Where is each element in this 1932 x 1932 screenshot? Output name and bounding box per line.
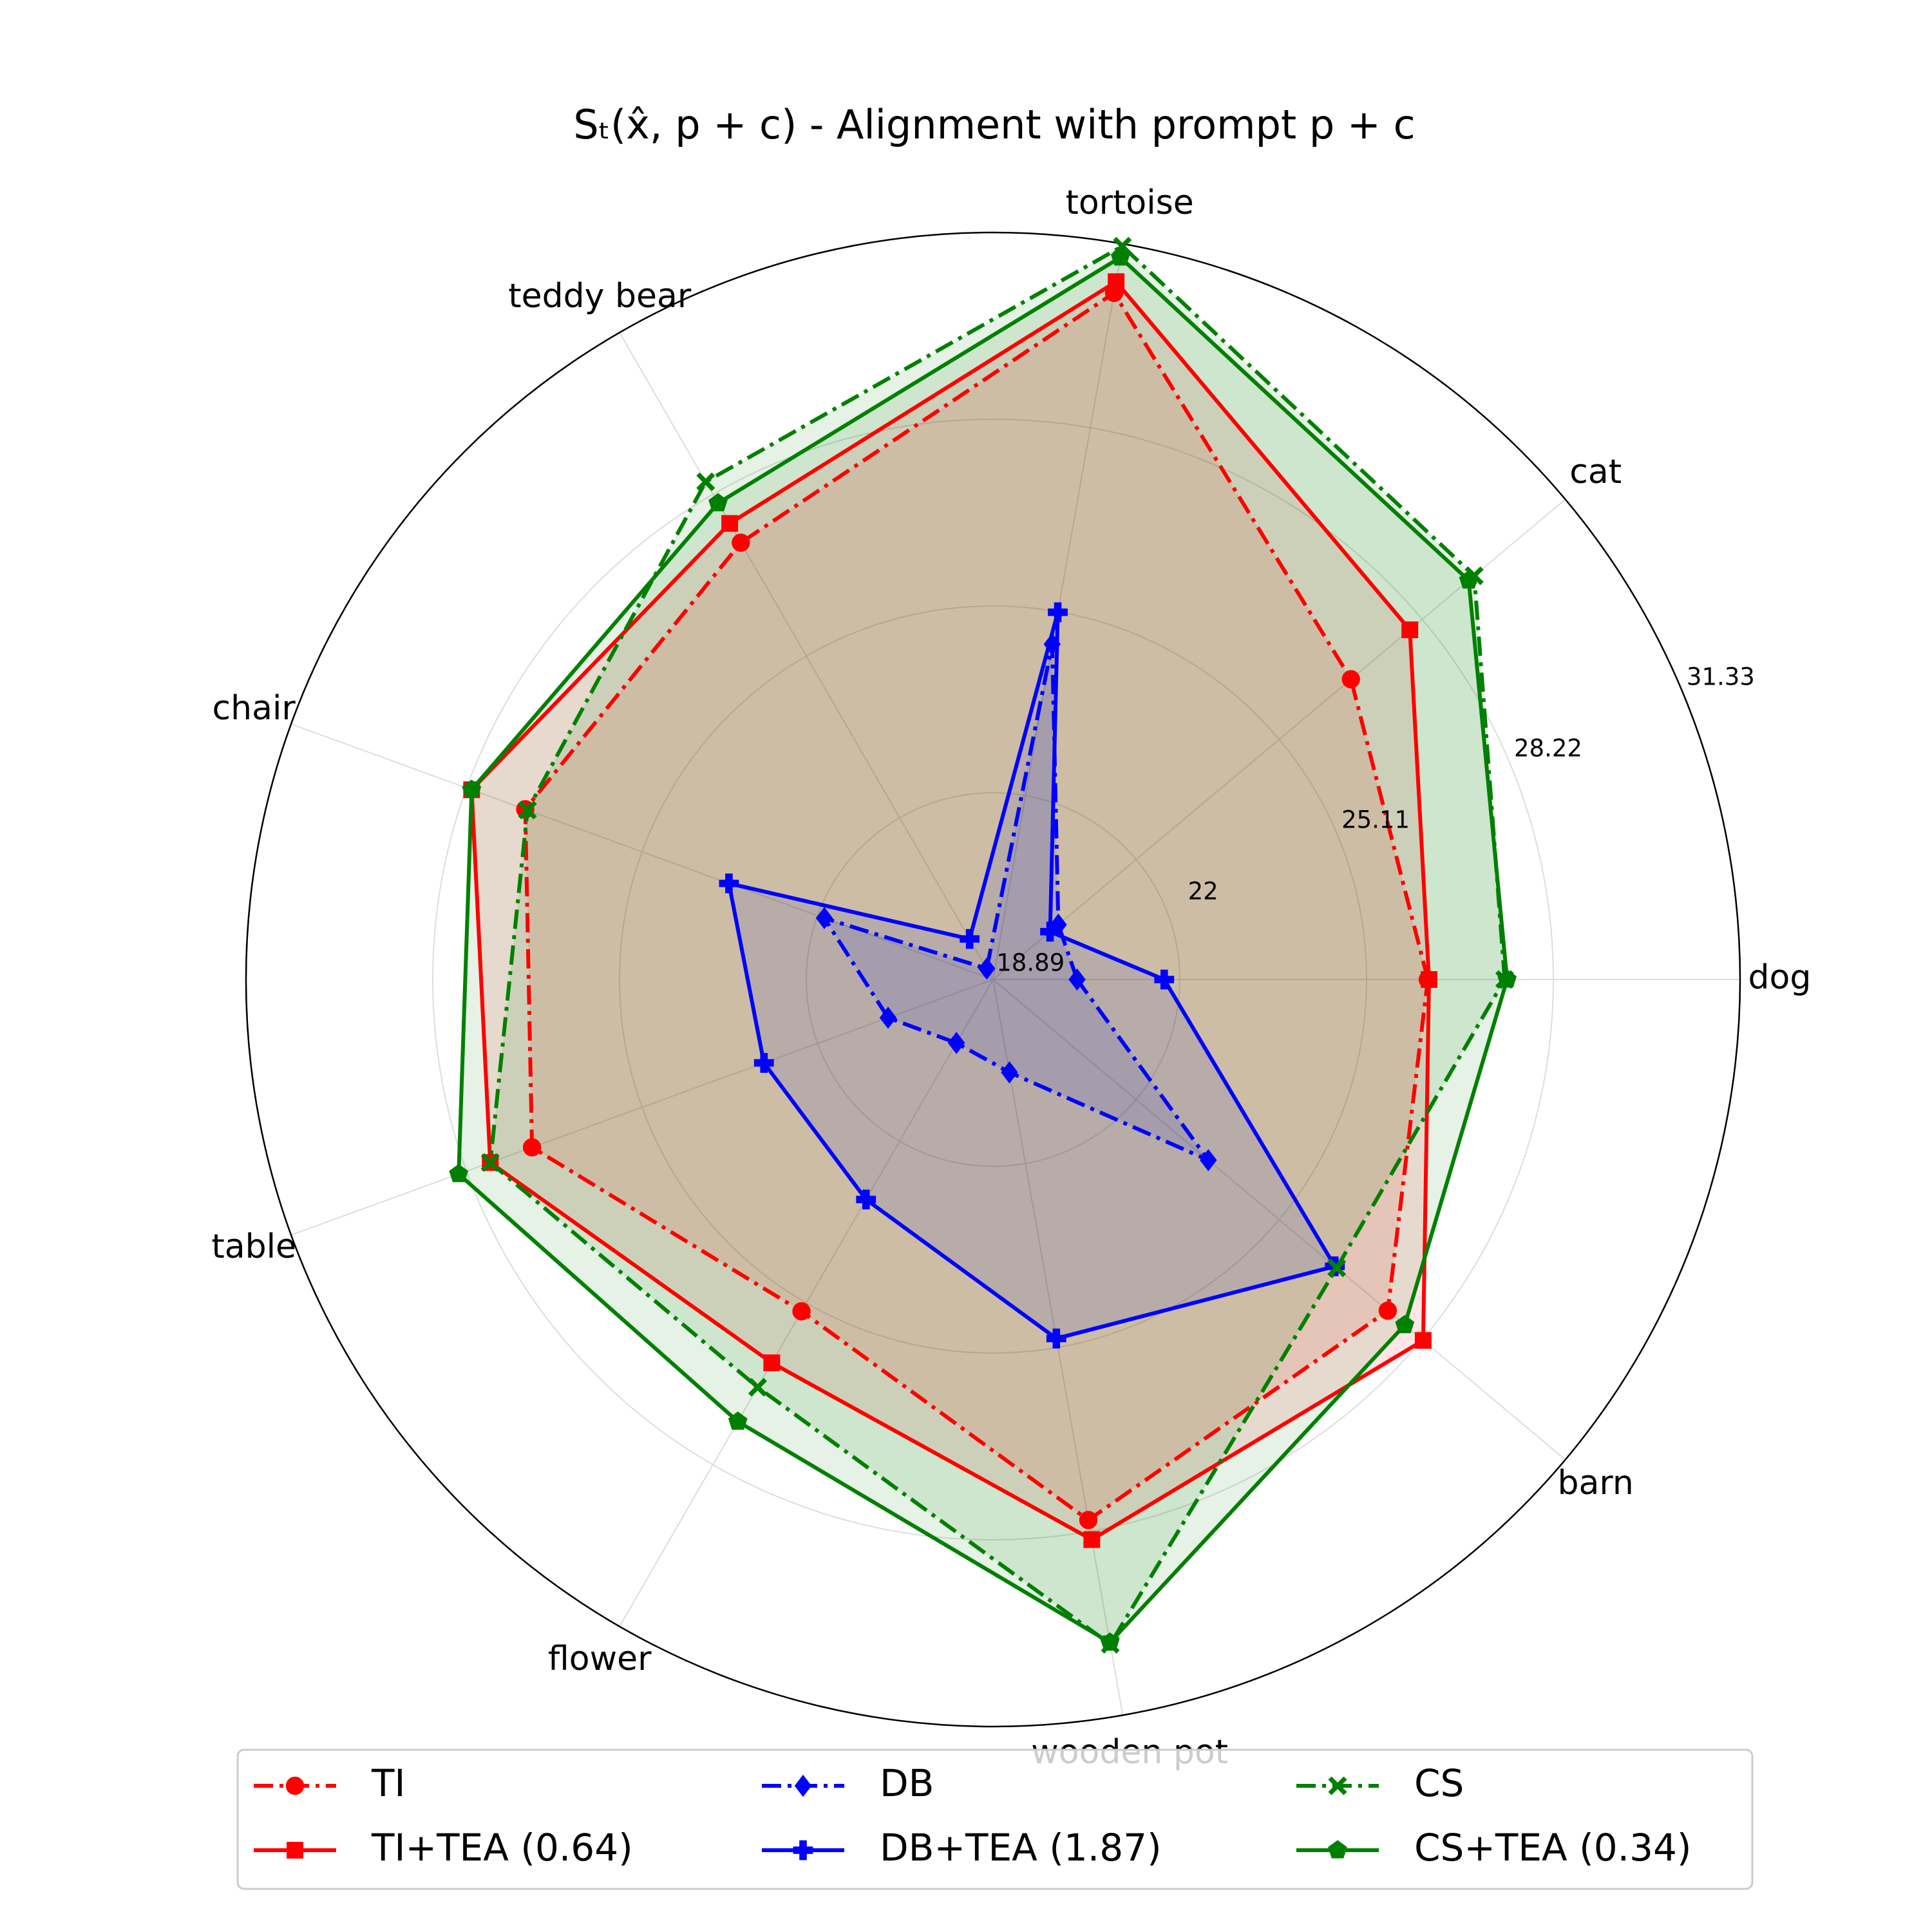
legend-label: TI+TEA (0.64) xyxy=(371,1826,633,1870)
marker xyxy=(1378,1302,1397,1320)
area-fill xyxy=(471,281,1429,1540)
spoke xyxy=(290,979,994,1236)
marker xyxy=(1068,968,1086,991)
marker xyxy=(1401,621,1419,638)
marker xyxy=(1110,247,1130,266)
legend-marker xyxy=(794,1774,812,1797)
marker xyxy=(518,800,537,820)
marker xyxy=(462,779,482,798)
marker xyxy=(721,515,739,532)
marker xyxy=(1079,1511,1098,1530)
marker xyxy=(1108,273,1125,290)
marker xyxy=(753,1053,774,1073)
spoke xyxy=(992,979,1566,1461)
legend-marker xyxy=(1328,1776,1347,1795)
marker xyxy=(1200,1149,1217,1171)
spoke xyxy=(290,723,994,980)
area-fill xyxy=(490,246,1505,1645)
legend-label: CS xyxy=(1414,1761,1464,1805)
category-label: cat xyxy=(1569,453,1622,491)
plot-area: 18.89 22 25.11 28.22 31.33 xyxy=(449,236,1755,1654)
y-tick-label: 31.33 xyxy=(1687,663,1755,690)
legend: TI TI+TEA (0.64) DB DB+TEA (1.87) CS CS+TEA (… xyxy=(254,1761,1692,1870)
marker xyxy=(728,1411,748,1430)
marker xyxy=(1497,969,1517,988)
marker xyxy=(1395,1314,1415,1334)
category-label: teddy bear xyxy=(508,277,692,316)
series-line xyxy=(469,279,1431,1542)
y-tick-label: 28.22 xyxy=(1514,734,1582,762)
marker xyxy=(1420,971,1437,988)
marker xyxy=(1327,1258,1347,1278)
spoke xyxy=(619,979,994,1627)
y-tick-label: 22 xyxy=(1188,877,1218,905)
outer-spine xyxy=(245,231,1741,1728)
marker xyxy=(763,1354,781,1372)
area-fill xyxy=(459,257,1508,1643)
marker xyxy=(947,1032,965,1054)
series-line xyxy=(488,244,1507,1647)
marker xyxy=(719,873,739,894)
category-label: barn xyxy=(1558,1464,1634,1502)
category-label: flower xyxy=(548,1640,652,1678)
legend-label: CS+TEA (0.34) xyxy=(1414,1826,1692,1870)
y-tick-label: 25.11 xyxy=(1341,806,1410,833)
category-label: tortoise xyxy=(1065,184,1193,222)
marker xyxy=(1046,1329,1066,1349)
marker xyxy=(1154,969,1175,990)
series-line xyxy=(726,610,1337,1341)
marker xyxy=(1414,1332,1432,1349)
legend-label: DB xyxy=(880,1761,934,1805)
spoke xyxy=(619,332,994,980)
chart-title: Sₜ(x̂, p + c) - Alignment with prompt p … xyxy=(573,101,1415,148)
marker xyxy=(879,1007,897,1029)
marker xyxy=(1001,1061,1018,1084)
legend-label: DB+TEA (1.87) xyxy=(880,1826,1162,1870)
marker xyxy=(856,1189,876,1209)
marker xyxy=(708,493,728,511)
marker xyxy=(1459,570,1479,589)
legend-marker xyxy=(1328,1840,1347,1859)
series-line xyxy=(457,255,1510,1645)
marker xyxy=(449,1164,469,1182)
legend-marker xyxy=(285,1776,305,1795)
series-line xyxy=(523,290,1430,1522)
area-fill xyxy=(728,612,1335,1339)
marker xyxy=(748,1378,768,1397)
marker xyxy=(1040,922,1060,942)
category-label: dog xyxy=(1748,958,1812,997)
marker xyxy=(1341,670,1360,688)
marker xyxy=(960,929,980,949)
category-label: chair xyxy=(213,689,296,728)
legend-marker xyxy=(287,1842,303,1859)
marker xyxy=(732,533,750,552)
marker xyxy=(522,1138,542,1157)
marker xyxy=(480,1153,500,1172)
marker xyxy=(1100,1632,1120,1651)
marker xyxy=(1048,602,1068,623)
marker xyxy=(696,472,715,491)
legend-marker xyxy=(793,1840,813,1861)
marker xyxy=(1083,1531,1101,1548)
category-label: table xyxy=(211,1227,296,1266)
legend-label: TI xyxy=(371,1761,406,1805)
marker xyxy=(792,1302,811,1321)
marker xyxy=(978,957,996,980)
marker xyxy=(815,907,833,929)
y-tick-label: 18.89 xyxy=(996,949,1065,976)
